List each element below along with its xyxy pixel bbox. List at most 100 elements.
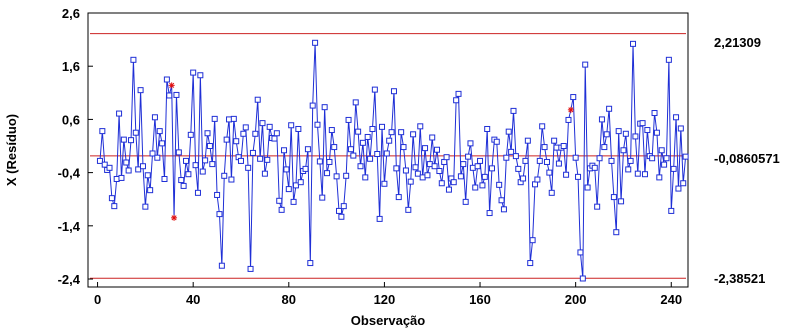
data-point [242,124,249,131]
data-point [237,157,244,164]
data-point [99,128,106,135]
data-point [309,102,316,109]
data-point [405,206,412,213]
data-point [579,275,586,282]
x-tick-label: 160 [469,292,491,307]
y-tick-label: -1,4 [58,219,81,234]
data-point [453,97,460,104]
data-point [457,173,464,180]
data-point [596,155,603,162]
data-point [668,207,675,214]
data-point [577,249,584,256]
data-point [443,154,450,161]
data-point [149,150,156,157]
data-point [120,136,127,143]
data-point [355,128,362,135]
data-point [455,90,462,97]
data-point [575,173,582,180]
data-point [436,168,443,175]
data-point [677,125,684,132]
data-point [603,131,610,138]
data-point [108,195,115,202]
data-point [116,110,123,117]
data-point [247,265,254,272]
data-point [206,143,213,150]
data-point [324,170,331,177]
data-point [381,180,388,187]
data-point [123,159,130,166]
data-point [137,87,144,94]
out-of-control-point [567,106,574,113]
data-point [560,143,567,150]
out-of-control-point [168,82,175,89]
data-point [264,156,271,163]
data-point [281,147,288,154]
data-point [228,176,235,183]
data-point [139,163,146,170]
data-point [333,173,340,180]
data-point [266,123,273,130]
data-point [417,123,424,130]
data-point [658,147,665,154]
data-point [156,128,163,135]
data-point [407,178,414,185]
data-point [529,237,536,244]
data-point [462,198,469,205]
data-point [591,164,598,171]
data-point [651,110,658,117]
data-point [632,133,639,140]
data-point [675,185,682,192]
data-point [278,206,285,213]
x-tick-label: 0 [94,292,101,307]
data-point [503,154,510,161]
data-point [307,260,314,267]
data-point [192,162,199,169]
out-of-control-point [171,214,178,221]
data-point [178,177,185,184]
data-point [548,189,555,196]
data-point [369,125,376,132]
data-point [393,165,400,172]
data-point [233,138,240,145]
data-point [467,140,474,147]
data-point [402,167,409,174]
data-point [328,127,335,134]
data-point [163,76,170,83]
data-point [496,181,503,188]
series-line [99,42,687,279]
data-point [187,131,194,138]
data-point [144,172,151,179]
data-point [474,163,481,170]
data-point [292,182,299,189]
data-point [154,154,161,161]
data-point [663,155,670,162]
data-point [484,125,491,132]
data-point [125,167,132,174]
data-point [223,136,230,143]
data-point [584,184,591,191]
data-point [304,146,311,153]
data-point [295,125,302,132]
data-point [128,137,135,144]
data-point [661,161,668,168]
y-tick-label: 1,6 [62,59,80,74]
data-point [259,120,266,127]
data-point [113,175,120,182]
data-point [230,115,237,122]
data-point [273,130,280,137]
data-point [283,166,290,173]
data-point [199,168,206,175]
data-point [641,171,648,178]
data-point [465,153,472,160]
data-point [508,148,515,155]
data-point [582,61,589,68]
data-point [539,123,546,130]
data-point [424,172,431,179]
data-point [613,229,620,236]
data-point [536,157,543,164]
data-point [644,127,651,134]
data-point [388,129,395,136]
data-point [101,161,108,168]
data-point [486,210,493,217]
data-point [673,114,680,121]
